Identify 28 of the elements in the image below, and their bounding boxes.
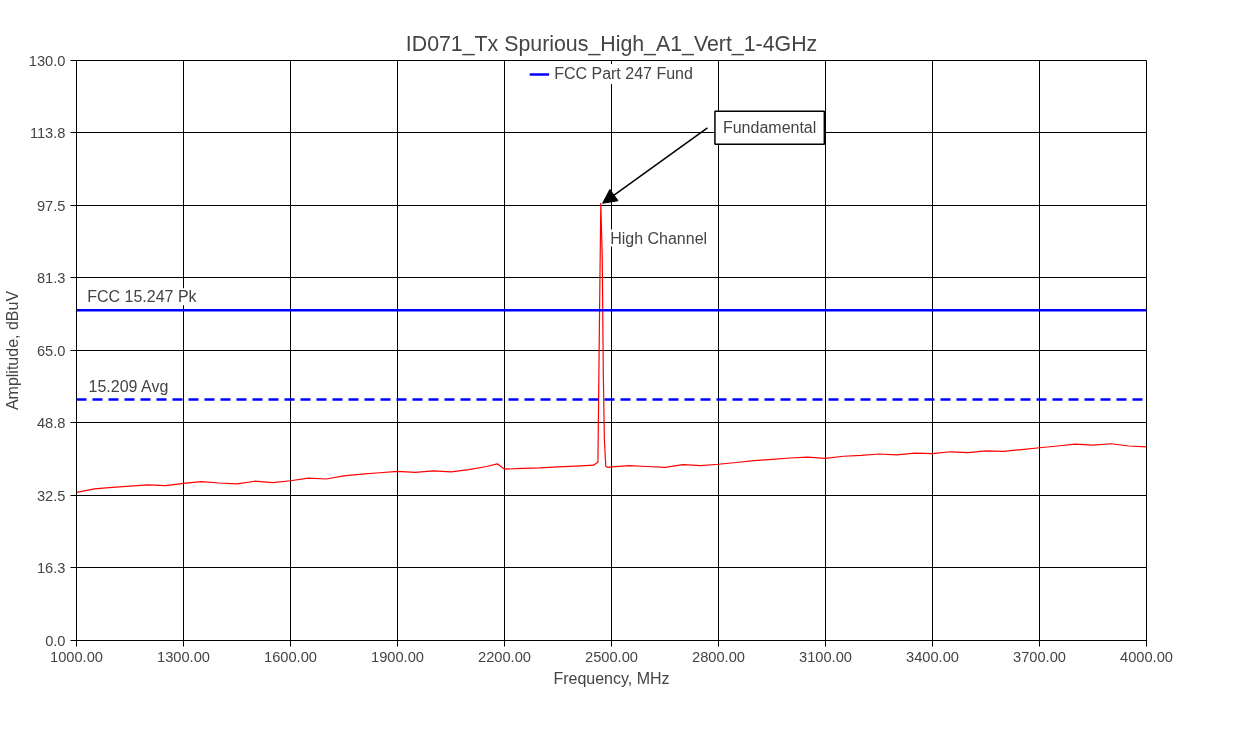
x-tick-label: 1900.00 bbox=[371, 648, 424, 665]
y-tick-label: 130.0 bbox=[28, 52, 66, 69]
x-tick-label: 1300.00 bbox=[157, 648, 210, 665]
y-tick-label: 32.5 bbox=[36, 487, 66, 504]
legend-label: FCC Part 247 Fund bbox=[554, 65, 693, 83]
x-tick-label: 2800.00 bbox=[692, 648, 745, 665]
chart-title: ID071_Tx Spurious_High_A1_Vert_1-4GHz bbox=[405, 31, 818, 56]
x-tick-label: 3700.00 bbox=[1013, 648, 1066, 665]
y-tick-label: 81.3 bbox=[36, 269, 66, 286]
y-tick-label: 65.0 bbox=[36, 342, 66, 359]
x-tick-label: 2500.00 bbox=[585, 648, 638, 665]
ref-line-label: 15.209 Avg bbox=[88, 377, 169, 395]
y-tick-label: 97.5 bbox=[36, 197, 66, 214]
y-axis-title: Amplitude, dBuV bbox=[3, 290, 21, 411]
x-tick-label: 2200.00 bbox=[478, 648, 531, 665]
y-tick-label: 48.8 bbox=[36, 414, 66, 431]
x-tick-label: 1000.00 bbox=[50, 648, 103, 665]
x-tick-label: 4000.00 bbox=[1120, 648, 1173, 665]
annotation: Fundamental bbox=[722, 119, 817, 137]
x-tick-label: 3100.00 bbox=[799, 648, 852, 665]
annotation: High Channel bbox=[610, 229, 708, 247]
x-axis-title: Frequency, MHz bbox=[553, 669, 670, 687]
y-tick-label: 0.0 bbox=[45, 632, 66, 649]
y-tick-label: 16.3 bbox=[36, 559, 66, 576]
annotation: FCC 15.247 Pk bbox=[87, 288, 198, 306]
y-tick-label: 113.8 bbox=[29, 124, 66, 141]
x-tick-label: 3400.00 bbox=[906, 648, 959, 665]
x-tick-label: 1600.00 bbox=[264, 648, 317, 665]
